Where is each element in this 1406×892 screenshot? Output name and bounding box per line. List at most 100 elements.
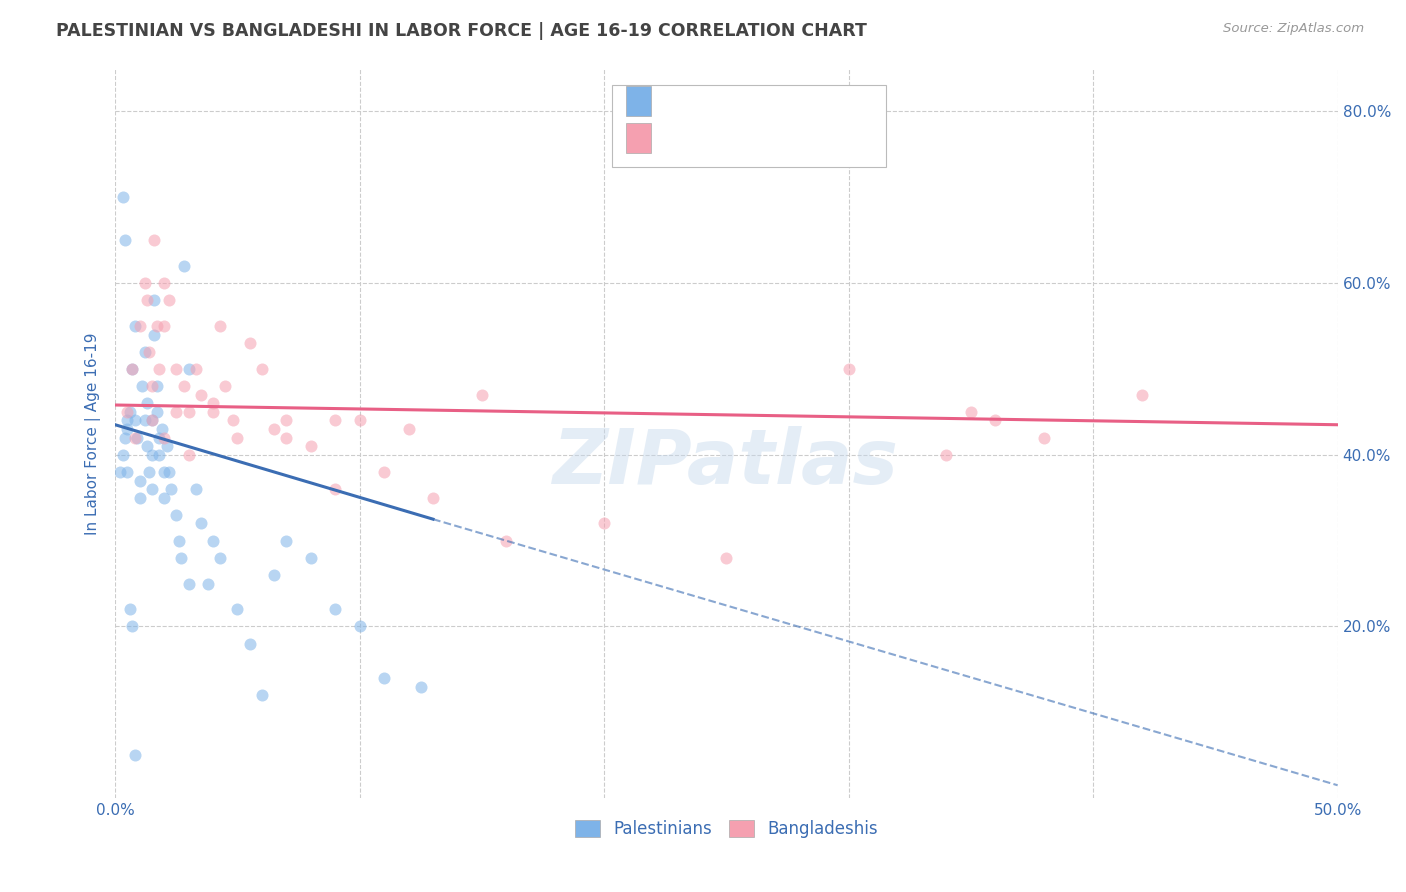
Point [373,671,395,685]
Point [349,413,371,427]
Text: 60: 60 [820,87,845,105]
Point [398,422,420,436]
Point [716,550,738,565]
Point [177,362,200,376]
Point [984,413,1007,427]
Point [471,387,494,401]
Text: R =: R = [662,125,702,143]
Point [157,465,180,479]
Point [373,465,395,479]
Point [117,422,139,436]
Point [239,637,262,651]
Point [960,405,983,419]
Point [124,431,146,445]
Point [141,413,163,427]
Point [118,602,141,616]
Text: -0.140: -0.140 [704,87,769,105]
Point [323,482,346,496]
Point [111,190,134,204]
Point [128,491,150,505]
Point [148,362,170,376]
Point [184,482,207,496]
Point [167,533,190,548]
Point [177,576,200,591]
Point [276,413,298,427]
Point [153,276,176,290]
Point [173,379,195,393]
Point [160,482,183,496]
Point [118,405,141,419]
Point [177,405,200,419]
Point [145,379,167,393]
Point [153,491,176,505]
Point [143,233,166,247]
Point [143,293,166,308]
Point [197,576,219,591]
Legend: Palestinians, Bangladeshis: Palestinians, Bangladeshis [568,813,884,845]
Point [114,233,136,247]
Point [190,387,212,401]
Point [422,491,444,505]
Text: N =: N = [775,87,827,105]
Point [148,448,170,462]
Point [127,431,149,445]
Point [153,319,176,334]
Text: PALESTINIAN VS BANGLADESHI IN LABOR FORCE | AGE 16-19 CORRELATION CHART: PALESTINIAN VS BANGLADESHI IN LABOR FORC… [56,22,868,40]
Point [239,336,262,351]
Point [114,431,136,445]
Point [1033,431,1056,445]
Point [935,448,957,462]
Point [173,259,195,273]
Text: ZIPatlas: ZIPatlas [554,425,900,500]
Text: -0.067: -0.067 [704,125,769,143]
Point [153,431,176,445]
Point [299,550,322,565]
Point [409,680,432,694]
Point [209,319,232,334]
Point [250,688,273,702]
Point [250,362,273,376]
Point [165,362,187,376]
Point [138,465,160,479]
Point [141,448,163,462]
Point [124,319,146,334]
Point [124,413,146,427]
Point [170,550,193,565]
Point [323,602,346,616]
Point [349,619,371,633]
Point [145,319,167,334]
Point [209,550,232,565]
Point [111,448,134,462]
Point [121,362,143,376]
Point [150,422,173,436]
Point [190,516,212,531]
Point [117,405,139,419]
Point [177,448,200,462]
Point [276,431,298,445]
Point [128,474,150,488]
Point [145,405,167,419]
Point [136,396,159,410]
Point [136,439,159,453]
Point [141,379,163,393]
Point [121,362,143,376]
Point [495,533,517,548]
Point [153,465,176,479]
Point [226,431,249,445]
Point [299,439,322,453]
Point [323,413,346,427]
Point [201,396,224,410]
Point [136,293,159,308]
Point [263,568,285,582]
Point [108,465,131,479]
Y-axis label: In Labor Force | Age 16-19: In Labor Force | Age 16-19 [86,332,101,534]
Point [221,413,243,427]
Point [201,533,224,548]
Point [124,748,146,763]
Point [201,405,224,419]
Point [134,344,156,359]
Point [593,516,616,531]
Point [141,413,163,427]
Point [128,319,150,334]
Point [134,276,156,290]
